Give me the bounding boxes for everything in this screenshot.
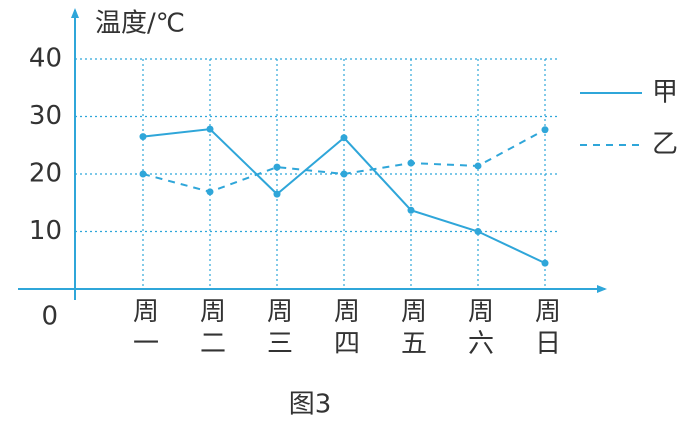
point bbox=[474, 228, 482, 235]
y-axis-label: 温度/℃ bbox=[95, 9, 185, 39]
point bbox=[340, 134, 348, 142]
x-tick-label: 周六 bbox=[464, 297, 494, 361]
point bbox=[541, 126, 549, 134]
point bbox=[139, 133, 147, 141]
y-tick-label: 0 bbox=[41, 302, 58, 332]
point bbox=[206, 125, 214, 133]
point bbox=[541, 259, 549, 267]
x-tick-label: 周五 bbox=[397, 297, 427, 361]
legend-label: 乙 bbox=[652, 130, 678, 160]
x-tick-label: 周三 bbox=[263, 297, 293, 361]
y-tick-label: 30 bbox=[29, 101, 62, 131]
x-tick-label: 周一 bbox=[129, 297, 159, 361]
point bbox=[273, 163, 281, 171]
y-tick-label: 10 bbox=[29, 216, 62, 246]
point bbox=[407, 206, 415, 214]
caption: 图3 bbox=[289, 390, 332, 420]
point bbox=[340, 170, 348, 178]
point bbox=[139, 170, 147, 178]
point bbox=[206, 188, 214, 196]
x-tick-label: 周二 bbox=[196, 297, 226, 361]
x-tick-label: 周四 bbox=[330, 297, 360, 361]
point bbox=[273, 190, 281, 198]
legend-label: 甲 bbox=[652, 78, 678, 108]
y-tick-label: 20 bbox=[29, 159, 62, 189]
point bbox=[474, 162, 482, 170]
y-tick-label: 40 bbox=[29, 44, 62, 74]
point bbox=[407, 159, 415, 167]
x-tick-label: 周日 bbox=[531, 297, 561, 361]
